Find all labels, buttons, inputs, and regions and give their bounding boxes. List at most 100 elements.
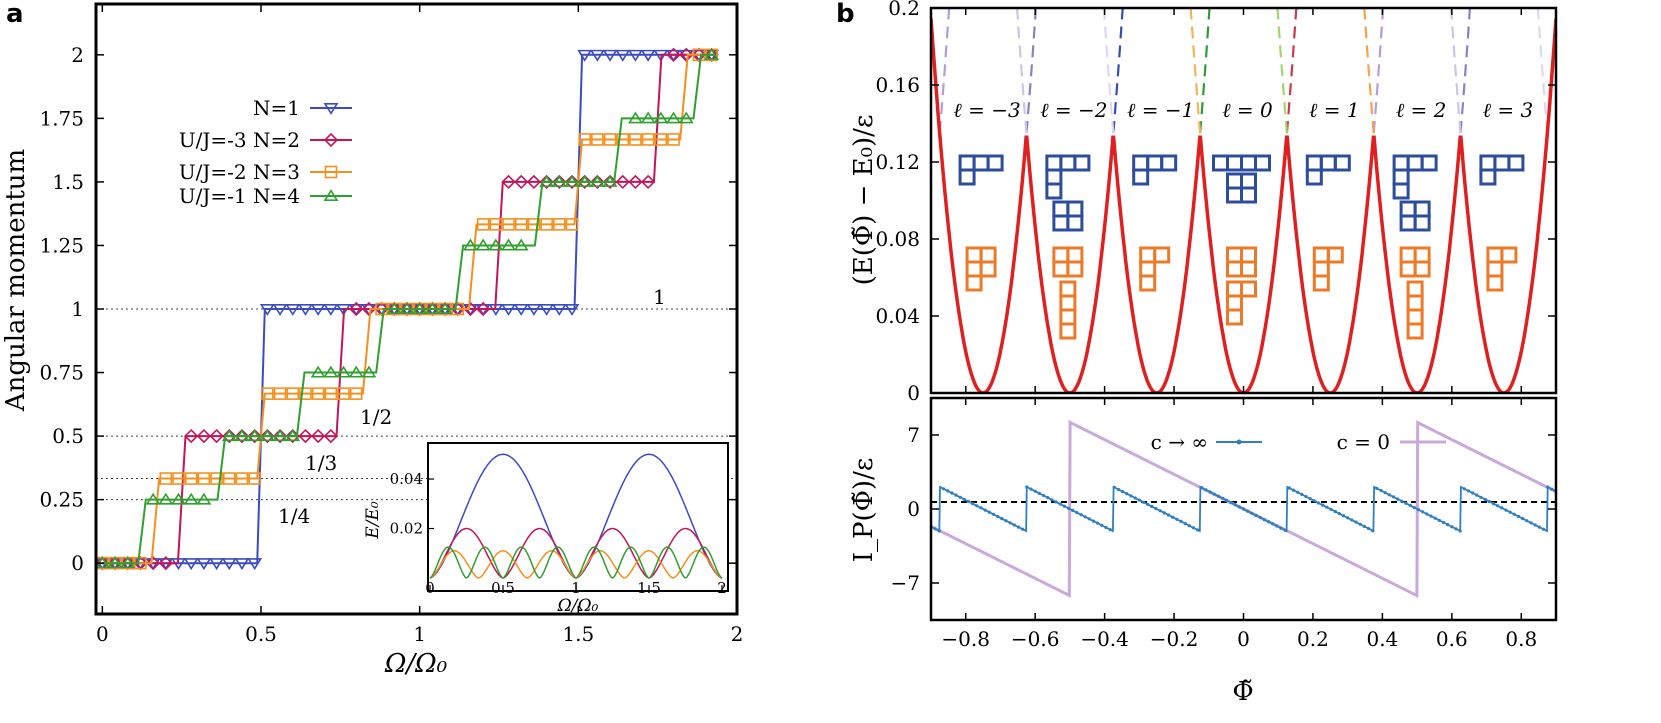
young-box — [1139, 260, 1157, 278]
data-marker — [628, 49, 643, 62]
series-c-infinity-point — [1191, 526, 1196, 530]
young-diagram — [1212, 154, 1271, 172]
series-c-infinity-point — [1225, 498, 1229, 503]
young-diagram — [1226, 280, 1257, 326]
young-box — [1399, 246, 1417, 264]
young-box — [1486, 246, 1504, 264]
series-c-infinity-point — [1371, 529, 1375, 533]
series-c-infinity-point — [1341, 514, 1346, 518]
series-c-infinity-point — [1354, 520, 1358, 524]
young-diagram — [1312, 246, 1344, 292]
series-c-infinity-point — [1050, 498, 1054, 502]
data-marker — [221, 558, 237, 571]
young-box — [1045, 182, 1063, 200]
data-marker — [667, 133, 680, 146]
young-box — [1059, 308, 1077, 326]
data-marker — [349, 301, 364, 317]
series-c-infinity-point — [1366, 526, 1371, 531]
panel-b-top-plot: ℓ = −3 ℓ = −2 ℓ = −1 ℓ = 0 ℓ = 1 ℓ = 2 ℓ = 3 0… — [849, 0, 1558, 405]
data-marker — [489, 218, 503, 231]
data-marker — [704, 47, 720, 60]
data-marker — [552, 174, 567, 190]
data-marker — [678, 111, 694, 124]
data-marker — [540, 218, 553, 231]
series-c-infinity-point — [1008, 521, 1012, 525]
y-tick-label: 0.5 — [52, 424, 84, 448]
data-marker — [476, 218, 490, 231]
young-box — [1240, 260, 1257, 278]
data-marker — [502, 218, 515, 231]
ell-label: ℓ = 1 — [1309, 98, 1360, 122]
series-c-infinity-point — [987, 510, 991, 514]
young-box — [1406, 294, 1424, 312]
series-c-infinity-point — [1241, 507, 1246, 511]
young-box — [1059, 280, 1077, 298]
young-diagram — [1392, 154, 1438, 200]
young-box — [1413, 260, 1431, 278]
data-marker — [234, 429, 250, 442]
panel-b-bottom-plot: 70−7−0.8 −0.6 −0.4 −0.2 0 0.2 0.4 0.6 0.8 c → ∞ … — [849, 396, 1558, 707]
data-marker — [412, 302, 428, 315]
young-box — [1479, 154, 1497, 172]
series-c-infinity-point — [1425, 512, 1429, 516]
series-c-infinity-point — [1508, 510, 1512, 514]
data-marker — [184, 472, 198, 485]
young-box — [1073, 154, 1091, 172]
data-marker — [590, 174, 605, 190]
series-c-infinity-point — [1154, 507, 1158, 511]
young-box — [1240, 154, 1257, 172]
series-c-infinity-point — [1112, 485, 1116, 489]
ground-state-curve — [931, 18, 1556, 393]
young-box — [1226, 186, 1243, 204]
series-c-infinity-point — [1329, 507, 1333, 511]
data-marker — [235, 472, 249, 485]
series-c-infinity-point — [1429, 514, 1433, 518]
series-c-infinity-point — [1171, 515, 1175, 519]
inset-ticks: 0 0.5 1 1.5 2 0.02 0.04 — [390, 470, 727, 597]
panel-a-legend: N=1 U/J=-3 N=2 U/J=-2 N=3 U/J=-1 N=4 — [179, 96, 352, 208]
series-c-infinity-point — [1208, 490, 1212, 494]
series-c-infinity-point — [1246, 509, 1250, 513]
young-box — [986, 154, 1004, 172]
panel-b-label: b — [836, 0, 855, 29]
young-box — [1493, 154, 1511, 172]
young-box — [1406, 308, 1424, 326]
young-box — [1066, 246, 1084, 264]
series-c-infinity-point — [1300, 492, 1304, 496]
data-marker — [628, 111, 643, 124]
inset-chart: 0 0.5 1 1.5 2 0.02 0.04 Ω/Ω₀ E/E₀ — [363, 442, 729, 616]
young-box — [1059, 294, 1077, 312]
data-marker — [248, 472, 261, 485]
young-diagram — [1132, 154, 1178, 186]
series-c-infinity-point — [1125, 492, 1129, 496]
series-c-infinity-point — [1162, 511, 1166, 515]
annotation-one: 1 — [653, 285, 666, 309]
series-c-infinity-point — [946, 489, 950, 493]
series-c-infinity-point — [1116, 487, 1121, 492]
data-marker — [527, 218, 541, 231]
young-box — [1066, 214, 1084, 232]
data-marker — [273, 387, 287, 400]
young-box — [1146, 154, 1164, 172]
data-marker — [272, 303, 288, 316]
y-tick-label: 2 — [71, 43, 84, 67]
series-c-infinity-point — [1446, 523, 1450, 527]
series-c-infinity-point — [1021, 527, 1025, 531]
data-marker — [261, 387, 274, 400]
series-c-infinity-point — [1229, 501, 1233, 505]
y-tick-label: 0.08 — [875, 227, 920, 251]
series-c-infinity-point — [1100, 523, 1104, 527]
legend-label-c-infinity: c → ∞ — [1151, 430, 1208, 454]
series-c-infinity-point — [1529, 521, 1533, 525]
young-box — [1059, 154, 1077, 172]
series-c-infinity-point — [1483, 497, 1487, 501]
series-c-infinity-point — [1233, 503, 1237, 507]
series-c-infinity-point — [1516, 514, 1521, 519]
young-diagram — [1139, 246, 1171, 292]
young-box — [1052, 200, 1070, 218]
series-c-infinity-point — [1187, 524, 1191, 528]
young-diagram — [1399, 200, 1431, 232]
series-c-infinity-point — [1133, 496, 1137, 500]
data-marker — [476, 301, 491, 317]
data-marker — [578, 133, 591, 146]
